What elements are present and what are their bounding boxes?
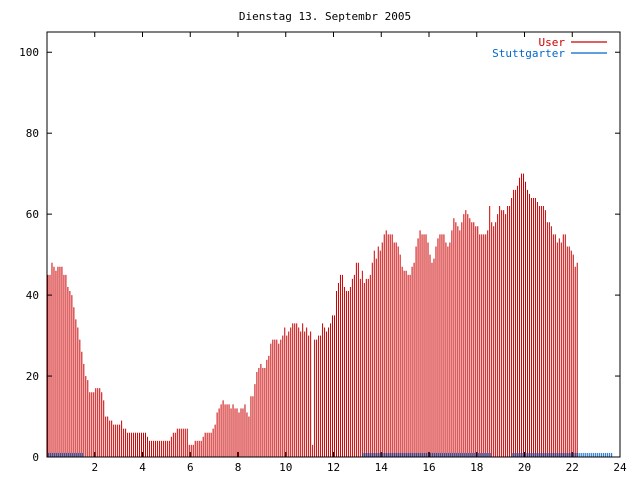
x-tick-label: 6 bbox=[187, 461, 194, 474]
y-tick-label: 20 bbox=[26, 370, 39, 383]
x-tick-label: 10 bbox=[279, 461, 292, 474]
x-axis-ticks: 2 4 6 8 10 12 14 16 18 20 22 24 bbox=[91, 32, 627, 474]
x-tick-label: 4 bbox=[139, 461, 146, 474]
y-tick-label: 80 bbox=[26, 127, 39, 140]
chart-title: Dienstag 13. Septembr 2005 bbox=[239, 10, 411, 23]
x-tick-label: 22 bbox=[566, 461, 579, 474]
x-tick-label: 18 bbox=[470, 461, 483, 474]
y-tick-label: 40 bbox=[26, 289, 39, 302]
x-tick-label: 8 bbox=[235, 461, 242, 474]
plot-frame bbox=[46, 31, 621, 458]
y-axis-ticks: 0 20 40 60 80 100 bbox=[19, 46, 620, 464]
x-tick-label: 20 bbox=[518, 461, 531, 474]
plot-border bbox=[46, 31, 621, 458]
x-tick-label: 2 bbox=[91, 461, 98, 474]
legend-label-stuttgarter: Stuttgarter bbox=[492, 47, 565, 60]
legend: User Stuttgarter bbox=[492, 36, 607, 60]
y-tick-label: 0 bbox=[32, 451, 39, 464]
legend-label-user: User bbox=[539, 36, 566, 49]
x-tick-label: 12 bbox=[327, 461, 340, 474]
bar-group bbox=[47, 173, 613, 457]
x-tick-label: 14 bbox=[375, 461, 389, 474]
y-tick-label: 60 bbox=[26, 208, 39, 221]
y-tick-label: 100 bbox=[19, 46, 39, 59]
x-tick-label: 24 bbox=[613, 461, 627, 474]
x-tick-label: 16 bbox=[422, 461, 435, 474]
